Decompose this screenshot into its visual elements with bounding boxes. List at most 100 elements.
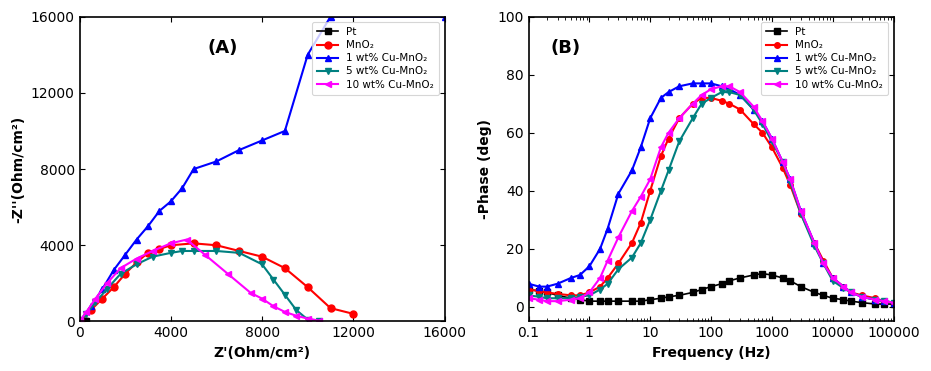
10 wt% Cu-MnO₂: [245, 290, 256, 295]
Pt: [757, 271, 768, 276]
Pt: [76, 319, 88, 324]
MnO₂: [165, 243, 176, 247]
MnO₂: [845, 290, 857, 295]
10 wt% Cu-MnO₂: [870, 298, 881, 302]
10 wt% Cu-MnO₂: [314, 318, 325, 323]
MnO₂: [97, 296, 108, 301]
10 wt% Cu-MnO₂: [256, 296, 267, 301]
5 wt% Cu-MnO₂: [303, 317, 314, 322]
5 wt% Cu-MnO₂: [723, 90, 735, 94]
10 wt% Cu-MnO₂: [696, 93, 708, 97]
MnO₂: [748, 122, 759, 126]
5 wt% Cu-MnO₂: [279, 293, 290, 297]
10 wt% Cu-MnO₂: [663, 131, 674, 135]
Pt: [706, 285, 717, 289]
Pt: [75, 319, 87, 324]
Pt: [78, 319, 89, 324]
10 wt% Cu-MnO₂: [199, 253, 210, 257]
5 wt% Cu-MnO₂: [177, 249, 188, 253]
5 wt% Cu-MnO₂: [644, 218, 655, 222]
MnO₂: [533, 289, 545, 293]
Pt: [663, 295, 674, 299]
Pt: [627, 299, 638, 303]
5 wt% Cu-MnO₂: [795, 212, 806, 216]
Pt: [602, 299, 614, 303]
1 wt% Cu-MnO₂: [602, 226, 614, 231]
Pt: [696, 287, 708, 292]
1 wt% Cu-MnO₂: [748, 107, 759, 112]
Pt: [584, 299, 595, 303]
1 wt% Cu-MnO₂: [706, 81, 717, 86]
MnO₂: [541, 290, 552, 295]
10 wt% Cu-MnO₂: [595, 276, 606, 280]
Pt: [655, 296, 667, 301]
5 wt% Cu-MnO₂: [268, 278, 279, 282]
MnO₂: [627, 241, 638, 245]
1 wt% Cu-MnO₂: [674, 84, 685, 89]
Line: 5 wt% Cu-MnO₂: 5 wt% Cu-MnO₂: [76, 247, 322, 325]
Line: 5 wt% Cu-MnO₂: 5 wt% Cu-MnO₂: [526, 89, 897, 305]
MnO₂: [613, 261, 624, 266]
Pt: [735, 276, 746, 280]
MnO₂: [766, 145, 777, 150]
MnO₂: [735, 107, 746, 112]
10 wt% Cu-MnO₂: [857, 295, 868, 299]
Pt: [795, 285, 806, 289]
MnO₂: [723, 102, 735, 106]
10 wt% Cu-MnO₂: [290, 313, 302, 318]
10 wt% Cu-MnO₂: [101, 281, 113, 286]
1 wt% Cu-MnO₂: [177, 186, 188, 190]
1 wt% Cu-MnO₂: [888, 301, 899, 305]
MnO₂: [888, 301, 899, 305]
MnO₂: [565, 293, 576, 298]
5 wt% Cu-MnO₂: [81, 312, 92, 316]
5 wt% Cu-MnO₂: [696, 102, 708, 106]
5 wt% Cu-MnO₂: [817, 261, 829, 266]
Pt: [81, 319, 92, 324]
10 wt% Cu-MnO₂: [766, 136, 777, 141]
Pt: [80, 319, 91, 324]
Line: MnO₂: MnO₂: [76, 240, 357, 325]
1 wt% Cu-MnO₂: [716, 84, 727, 89]
10 wt% Cu-MnO₂: [644, 177, 655, 181]
MnO₂: [817, 258, 829, 263]
10 wt% Cu-MnO₂: [165, 241, 176, 246]
10 wt% Cu-MnO₂: [655, 145, 667, 150]
10 wt% Cu-MnO₂: [838, 285, 849, 289]
1 wt% Cu-MnO₂: [541, 285, 552, 289]
10 wt% Cu-MnO₂: [723, 84, 735, 89]
X-axis label: Frequency (Hz): Frequency (Hz): [652, 346, 770, 360]
Line: Pt: Pt: [526, 271, 897, 307]
1 wt% Cu-MnO₂: [279, 129, 290, 133]
10 wt% Cu-MnO₂: [552, 299, 563, 303]
Pt: [817, 293, 829, 298]
5 wt% Cu-MnO₂: [655, 188, 667, 193]
10 wt% Cu-MnO₂: [888, 301, 899, 305]
Pt: [635, 299, 646, 303]
1 wt% Cu-MnO₂: [256, 138, 267, 143]
1 wt% Cu-MnO₂: [838, 285, 849, 289]
1 wt% Cu-MnO₂: [119, 253, 130, 257]
1 wt% Cu-MnO₂: [210, 159, 222, 164]
10 wt% Cu-MnO₂: [827, 276, 838, 280]
Line: MnO₂: MnO₂: [526, 95, 897, 305]
5 wt% Cu-MnO₂: [90, 300, 101, 305]
1 wt% Cu-MnO₂: [574, 273, 586, 277]
1 wt% Cu-MnO₂: [655, 96, 667, 100]
Pt: [766, 273, 777, 277]
MnO₂: [809, 241, 820, 245]
MnO₂: [74, 319, 85, 324]
10 wt% Cu-MnO₂: [565, 298, 576, 302]
MnO₂: [234, 249, 245, 253]
10 wt% Cu-MnO₂: [303, 316, 314, 321]
MnO₂: [663, 136, 674, 141]
MnO₂: [655, 154, 667, 158]
5 wt% Cu-MnO₂: [809, 244, 820, 248]
MnO₂: [674, 116, 685, 121]
MnO₂: [757, 131, 768, 135]
MnO₂: [696, 96, 708, 100]
MnO₂: [131, 260, 142, 265]
5 wt% Cu-MnO₂: [627, 255, 638, 260]
10 wt% Cu-MnO₂: [809, 241, 820, 245]
MnO₂: [635, 220, 646, 225]
